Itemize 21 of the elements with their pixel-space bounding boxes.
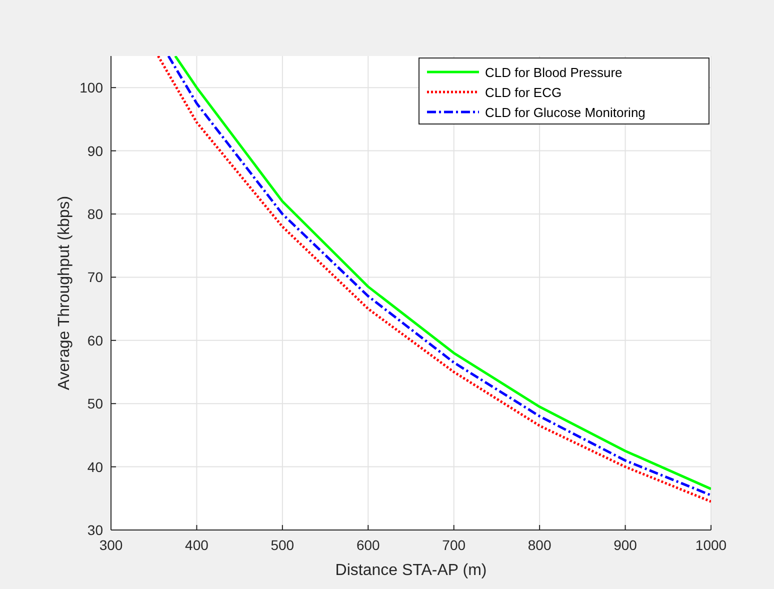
x-tick-label: 700 xyxy=(442,537,466,553)
y-tick-label: 90 xyxy=(87,142,104,159)
x-tick-label: 800 xyxy=(528,537,552,553)
y-tick-label: 80 xyxy=(87,206,104,222)
legend-label: CLD for Blood Pressure xyxy=(485,65,622,80)
x-tick-label: 900 xyxy=(614,537,638,553)
y-axis-title: Average Throughput (kbps) xyxy=(56,196,73,390)
y-tick-label: 70 xyxy=(87,269,104,286)
y-tick-label: 40 xyxy=(87,458,104,475)
x-axis-title: Distance STA-AP (m) xyxy=(335,562,487,579)
x-tick-label: 300 xyxy=(99,537,123,553)
legend-label: CLD for Glucose Monitoring xyxy=(485,105,646,120)
x-tick-label: 1000 xyxy=(695,537,727,553)
x-tick-label: 400 xyxy=(185,537,209,553)
y-tick-label: 50 xyxy=(87,396,104,412)
y-tick-label: 100 xyxy=(80,80,104,96)
legend-label: CLD for ECG xyxy=(485,85,562,100)
y-tick-label: 60 xyxy=(87,332,104,348)
x-tick-label: 600 xyxy=(356,537,380,553)
x-tick-label: 500 xyxy=(270,537,294,553)
y-tick-label: 30 xyxy=(87,522,104,538)
